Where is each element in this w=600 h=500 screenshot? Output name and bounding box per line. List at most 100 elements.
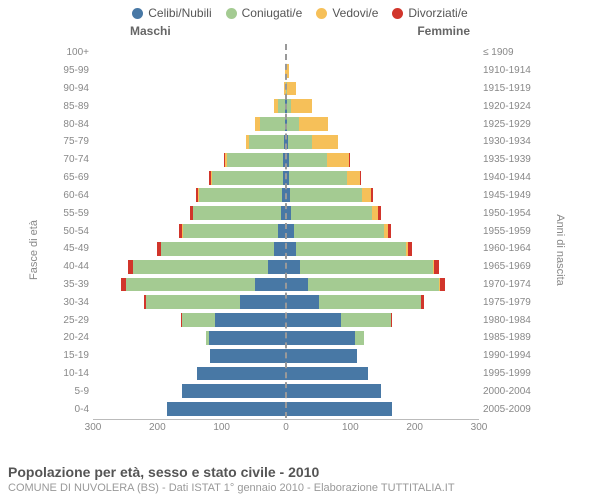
age-label: 10-14: [55, 368, 93, 379]
age-label: 45-49: [55, 243, 93, 254]
female-bar: [286, 62, 479, 80]
female-bar: [286, 80, 479, 98]
x-tick: 0: [283, 422, 289, 433]
legend: Celibi/NubiliConiugati/eVedovi/eDivorzia…: [0, 0, 600, 20]
bar-segment: [286, 224, 294, 238]
bar-segment: [388, 224, 391, 238]
bar-segment: [249, 135, 284, 149]
female-bar: [286, 293, 479, 311]
bar-segment: [421, 295, 424, 309]
male-bar: [93, 204, 286, 222]
bar-segment: [212, 171, 283, 185]
bar-segment: [378, 206, 381, 220]
bar-segment: [268, 260, 286, 274]
male-bar: [93, 115, 286, 133]
male-bar: [93, 365, 286, 383]
male-bar: [93, 400, 286, 418]
female-column-title: Femmine: [417, 24, 470, 38]
bar-segment: [434, 260, 439, 274]
bar-segment: [167, 402, 286, 416]
bar-segment: [227, 153, 284, 167]
female-bar: [286, 169, 479, 187]
female-bar: [286, 133, 479, 151]
male-bar: [93, 133, 286, 151]
pyramid-row: 25-29 1980-1984: [55, 311, 535, 329]
bar-segment: [255, 278, 286, 292]
birth-year-label: 1920-1924: [479, 101, 535, 112]
pyramid-row: 30-341975-1979: [55, 293, 535, 311]
bar-segment: [182, 313, 215, 327]
bar-segment: [360, 171, 361, 185]
bar-segment: [327, 153, 349, 167]
male-bar: [93, 240, 286, 258]
bar-rows: 100+≤ 190995-991910-191490-941915-191985…: [55, 44, 535, 418]
female-bar: [286, 115, 479, 133]
bar-segment: [294, 224, 384, 238]
bar-segment: [289, 153, 328, 167]
age-label: 5-9: [55, 386, 93, 397]
bar-segment: [260, 117, 284, 131]
bar-segment: [183, 224, 278, 238]
age-label: 25-29: [55, 315, 93, 326]
age-label: 40-44: [55, 261, 93, 272]
bar-segment: [286, 242, 296, 256]
birth-year-label: 2005-2009: [479, 404, 535, 415]
legend-label: Vedovi/e: [332, 6, 378, 20]
bar-segment: [126, 278, 255, 292]
male-bar: [93, 169, 286, 187]
female-bar: [286, 240, 479, 258]
birth-year-label: 2000-2004: [479, 386, 535, 397]
female-bar: [286, 204, 479, 222]
male-bar: [93, 329, 286, 347]
age-label: 100+: [55, 47, 93, 58]
birth-year-label: 1970-1974: [479, 279, 535, 290]
bar-segment: [286, 260, 300, 274]
pyramid-row: 65-691940-1944: [55, 169, 535, 187]
bar-segment: [371, 188, 373, 202]
age-label: 20-24: [55, 332, 93, 343]
age-label: 75-79: [55, 136, 93, 147]
birth-year-label: 1980-1984: [479, 315, 535, 326]
bar-segment: [408, 242, 412, 256]
bar-segment: [199, 188, 283, 202]
chart-subtitle: COMUNE DI NUVOLERA (BS) - Dati ISTAT 1° …: [8, 482, 455, 494]
male-bar: [93, 187, 286, 205]
pyramid-row: 95-991910-1914: [55, 62, 535, 80]
x-tick: 100: [342, 422, 359, 433]
bar-segment: [240, 295, 286, 309]
age-label: 95-99: [55, 65, 93, 76]
birth-year-label: 1955-1959: [479, 226, 535, 237]
legend-item: Vedovi/e: [316, 6, 378, 20]
legend-swatch: [316, 8, 327, 19]
population-pyramid-chart: Celibi/NubiliConiugati/eVedovi/eDivorzia…: [0, 0, 600, 500]
bar-segment: [286, 278, 308, 292]
bar-segment: [300, 260, 433, 274]
age-label: 35-39: [55, 279, 93, 290]
female-bar: [286, 151, 479, 169]
age-label: 55-59: [55, 208, 93, 219]
bar-segment: [349, 153, 350, 167]
x-tick: 200: [406, 422, 423, 433]
pyramid-row: 70-741935-1939: [55, 151, 535, 169]
female-bar: [286, 222, 479, 240]
pyramid-row: 80-841925-1929: [55, 115, 535, 133]
x-tick: 300: [85, 422, 102, 433]
male-column-title: Maschi: [130, 24, 171, 38]
birth-year-label: 1965-1969: [479, 261, 535, 272]
birth-year-label: 1945-1949: [479, 190, 535, 201]
age-label: 90-94: [55, 83, 93, 94]
legend-swatch: [226, 8, 237, 19]
bar-segment: [197, 367, 286, 381]
male-bar: [93, 80, 286, 98]
pyramid-row: 40-44 1965-1969: [55, 258, 535, 276]
bar-segment: [299, 117, 329, 131]
bar-segment: [215, 313, 286, 327]
bar-segment: [209, 331, 286, 345]
female-bar: [286, 365, 479, 383]
birth-year-label: ≤ 1909: [479, 47, 535, 58]
chart-title: Popolazione per età, sesso e stato civil…: [8, 464, 455, 480]
bar-segment: [355, 331, 364, 345]
bar-segment: [341, 313, 391, 327]
female-bar: [286, 97, 479, 115]
bar-segment: [291, 206, 371, 220]
